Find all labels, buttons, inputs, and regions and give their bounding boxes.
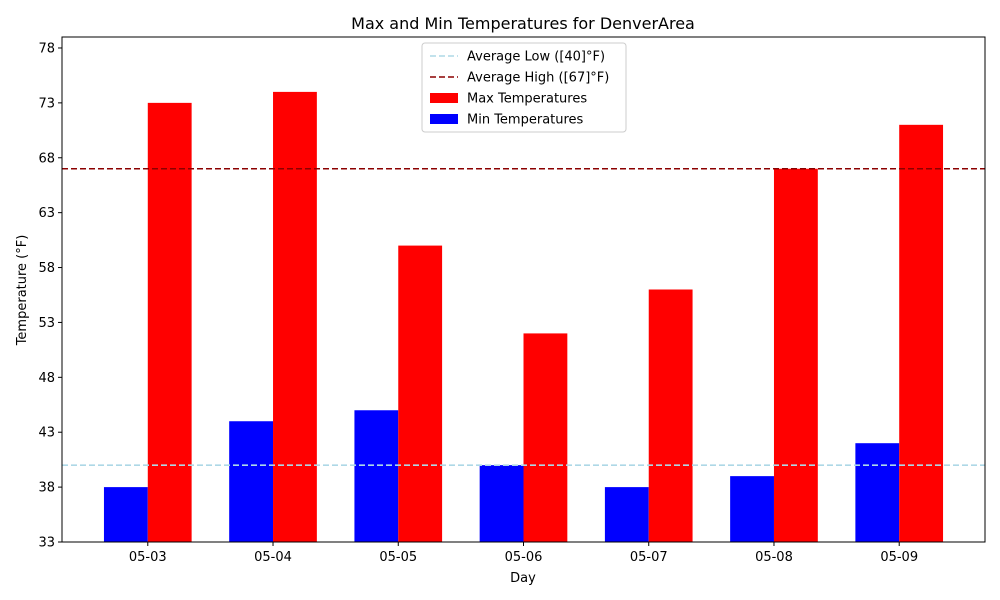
y-tick-label: 78 bbox=[38, 41, 55, 56]
bar-max-05-05 bbox=[398, 245, 443, 542]
legend: Average Low ([40]°F) Average High ([67]°F… bbox=[421, 42, 627, 133]
y-tick-label: 33 bbox=[38, 536, 55, 551]
bar-max-05-04 bbox=[273, 91, 317, 543]
legend-label: Min Temperatures bbox=[467, 113, 584, 128]
bar-min-05-06 bbox=[479, 465, 524, 542]
legend-label: Average High ([67]°F) bbox=[467, 71, 609, 86]
bar-min-05-09 bbox=[855, 443, 900, 542]
y-axis-title: Temperature (°F) bbox=[15, 235, 30, 347]
y-tick-label: 68 bbox=[38, 151, 55, 166]
y-tick-label: 43 bbox=[38, 426, 55, 441]
bar-min-05-05 bbox=[354, 410, 399, 542]
legend-box bbox=[421, 42, 627, 133]
bar-max-05-03 bbox=[147, 102, 192, 542]
y-tick-label: 53 bbox=[38, 316, 55, 331]
bar-min-05-03 bbox=[103, 487, 148, 542]
legend-patch-swatch bbox=[430, 93, 458, 103]
x-tick-label: 05-08 bbox=[755, 550, 793, 565]
bar-min-05-07 bbox=[604, 487, 649, 542]
bar-min-05-08 bbox=[730, 476, 774, 542]
x-tick-label: 05-09 bbox=[880, 550, 918, 565]
y-tick-label: 73 bbox=[38, 96, 55, 111]
legend-label: Average Low ([40]°F) bbox=[467, 50, 605, 65]
y-tick-label: 48 bbox=[38, 371, 55, 386]
x-tick-label: 05-06 bbox=[505, 550, 543, 565]
x-tick-label: 05-05 bbox=[379, 550, 417, 565]
y-tick-label: 63 bbox=[38, 206, 55, 221]
chart-title: Max and Min Temperatures for DenverArea bbox=[351, 14, 695, 33]
x-axis-title: Day bbox=[510, 571, 536, 586]
y-tick-label: 58 bbox=[38, 261, 55, 276]
x-tick-label: 05-03 bbox=[129, 550, 167, 565]
x-tick-label: 05-07 bbox=[630, 550, 668, 565]
bar-max-05-09 bbox=[899, 124, 944, 543]
x-tick-label: 05-04 bbox=[254, 550, 292, 565]
bar-max-05-07 bbox=[648, 289, 693, 542]
legend-label: Max Temperatures bbox=[467, 92, 587, 107]
y-tick-label: 38 bbox=[38, 481, 55, 496]
bar-max-05-06 bbox=[523, 333, 568, 542]
plot-area: 33 38 43 48 53 58 63 68 73 78 05-03 05-04 05-05 05-06… bbox=[38, 36, 986, 565]
bar-max-05-08 bbox=[773, 168, 818, 542]
bar-min-05-04 bbox=[229, 421, 274, 542]
legend-patch-swatch bbox=[430, 114, 458, 124]
